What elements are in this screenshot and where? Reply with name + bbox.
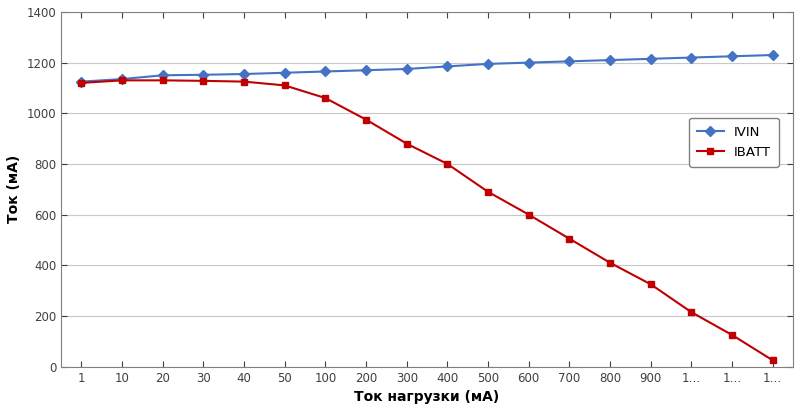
IVIN <box>402 67 411 72</box>
IVIN <box>606 58 615 62</box>
IBATT <box>198 79 208 83</box>
IVIN <box>198 72 208 77</box>
IBATT <box>727 332 737 337</box>
IBATT <box>362 117 371 122</box>
IVIN <box>768 53 778 58</box>
IVIN <box>321 69 330 74</box>
IBATT <box>646 282 655 287</box>
IBATT <box>77 81 86 85</box>
IBATT <box>280 83 290 88</box>
IVIN <box>727 54 737 59</box>
IVIN <box>442 64 452 69</box>
Y-axis label: Ток (мА): Ток (мА) <box>7 155 21 224</box>
IVIN <box>362 68 371 73</box>
IBATT <box>239 79 249 84</box>
IVIN <box>483 61 493 66</box>
IBATT <box>565 236 574 241</box>
IVIN <box>280 70 290 75</box>
IVIN <box>686 55 696 60</box>
IBATT <box>118 78 127 83</box>
IVIN <box>158 73 167 78</box>
Legend: IVIN, IBATT: IVIN, IBATT <box>690 118 779 167</box>
IBATT <box>483 189 493 194</box>
IVIN <box>565 59 574 64</box>
IBATT <box>321 96 330 101</box>
IBATT <box>524 212 534 217</box>
IVIN <box>118 76 127 81</box>
IBATT <box>606 260 615 265</box>
IBATT <box>768 358 778 363</box>
X-axis label: Ток нагрузки (мА): Ток нагрузки (мА) <box>354 390 500 404</box>
IBATT <box>442 162 452 166</box>
IBATT <box>158 78 167 83</box>
IBATT <box>686 310 696 315</box>
IVIN <box>239 72 249 76</box>
Line: IVIN: IVIN <box>78 51 776 85</box>
IVIN <box>524 60 534 65</box>
IVIN <box>646 56 655 61</box>
IBATT <box>402 141 411 146</box>
IVIN <box>77 79 86 84</box>
Line: IBATT: IBATT <box>78 77 776 364</box>
